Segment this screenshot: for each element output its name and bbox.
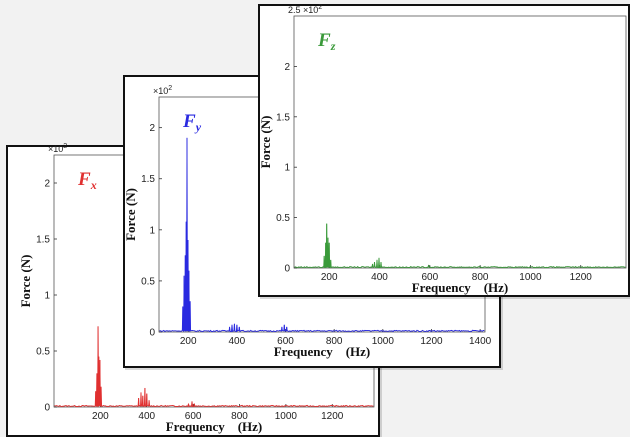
y-tick-label: 0.5 — [36, 347, 50, 358]
x-tick-label: 1200 — [420, 336, 443, 347]
y-tick-label: 1 — [284, 163, 290, 174]
x-tick-label: 400 — [229, 336, 246, 347]
x-tick-label: 1200 — [321, 411, 344, 422]
x-axis-label: Frequency (Hz) — [274, 344, 371, 359]
series-name-label: Fy — [182, 111, 202, 134]
y-tick-label: 1 — [149, 225, 155, 236]
x-tick-label: 1000 — [275, 411, 298, 422]
y-scale-multiplier: ×102 — [153, 85, 172, 96]
y-tick-label: 1.5 — [36, 235, 50, 246]
spectrum-series-fx — [54, 326, 374, 408]
y-axis-label: Force (N) — [258, 116, 273, 169]
y-tick-label: 2 — [284, 62, 290, 73]
x-tick-label: 200 — [92, 411, 109, 422]
y-tick-label: 0.5 — [141, 276, 155, 287]
y-tick-label: 0 — [44, 403, 50, 414]
y-tick-label: 1.5 — [141, 174, 155, 185]
x-tick-label: 200 — [180, 336, 197, 347]
y-tick-label: 2 — [44, 179, 50, 190]
x-tick-label: 400 — [138, 411, 155, 422]
spectrum-series-fy — [159, 137, 485, 333]
y-axis-label: Force (N) — [123, 188, 138, 241]
x-tick-label: 600 — [421, 272, 438, 283]
x-tick-label: 800 — [231, 411, 248, 422]
spectrum-chart-svg: 200 400 600 800 1000 1200 140000.511.52×102FyF… — [123, 85, 492, 359]
series-name-label: Fz — [317, 30, 336, 53]
x-tick-label: 200 — [321, 272, 338, 283]
fz-spectrum-panel: 200 400 600 800 1000 1200 0 0.5 1 1.5 2 2.5 ×102 Fz F… — [258, 4, 630, 297]
y-axis-label: Force (N) — [18, 255, 33, 308]
x-tick-label: 1000 — [519, 272, 542, 283]
spectrum-series-fz — [294, 223, 626, 269]
x-tick-label: 400 — [371, 272, 388, 283]
x-tick-label: 1400 — [469, 336, 492, 347]
x-tick-label: 1200 — [570, 272, 593, 283]
y-scale-multiplier: ×102 — [48, 143, 67, 154]
y-tick-label: 0 — [149, 328, 155, 339]
plot-area-frame — [293, 15, 627, 269]
y-tick-label: 0.5 — [276, 213, 290, 224]
x-axis-label: Frequency (Hz) — [166, 419, 263, 434]
y-scale-multiplier: 2.5 ×102 — [288, 4, 322, 15]
y-tick-label: 1.5 — [276, 112, 290, 123]
x-tick-label: 600 — [277, 336, 294, 347]
y-tick-label: 1 — [44, 291, 50, 302]
x-tick-label: 800 — [326, 336, 343, 347]
spectrum-chart-svg: 200 400 600 800 1000 1200 0 0.5 1 1.5 2 2.5 ×102 Fz F… — [258, 4, 627, 295]
x-tick-label: 600 — [185, 411, 202, 422]
x-tick-label: 800 — [472, 272, 489, 283]
y-tick-label: 2 — [149, 123, 155, 134]
x-tick-label: 1000 — [372, 336, 395, 347]
x-axis-label: Frequency (Hz) — [412, 280, 509, 295]
series-name-label: Fx — [77, 169, 97, 192]
y-tick-label: 0 — [284, 264, 290, 275]
